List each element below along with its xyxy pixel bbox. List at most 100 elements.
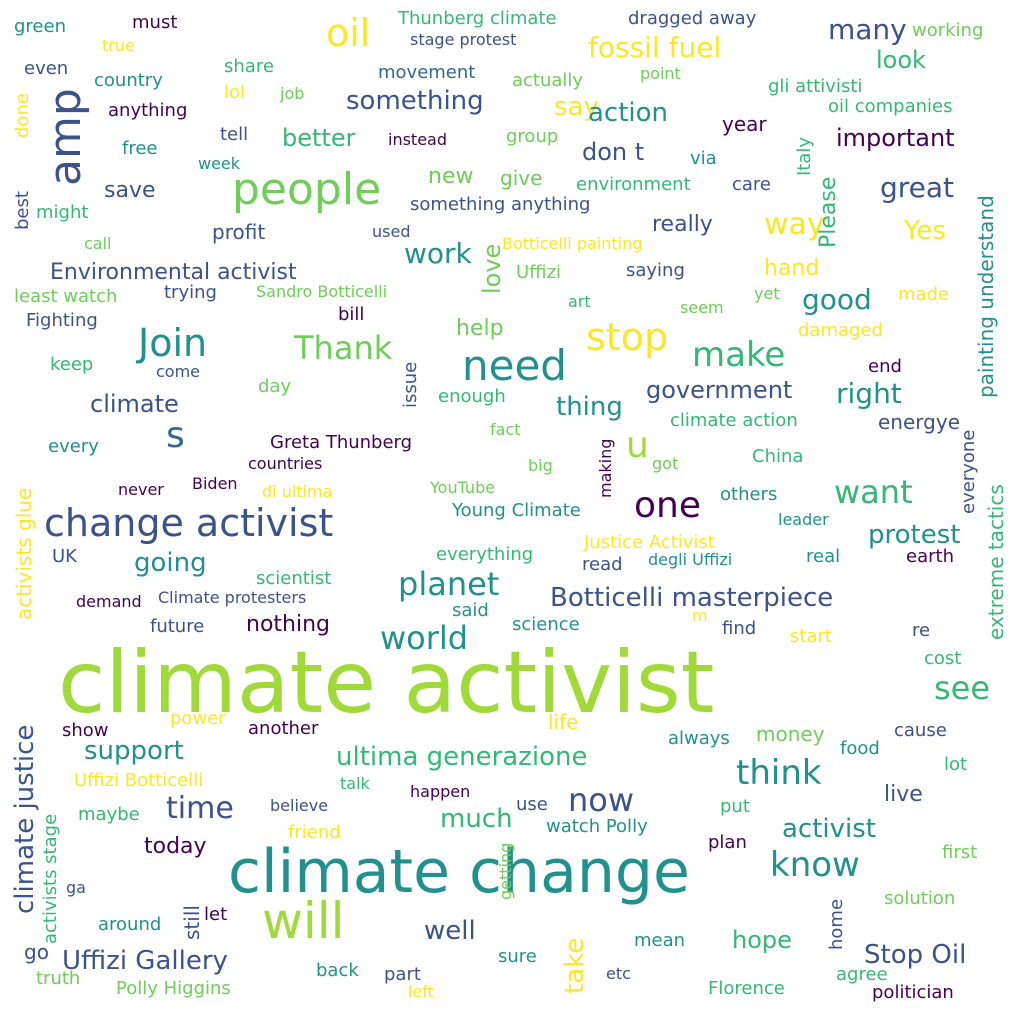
word-mean: mean [634,930,686,951]
word-read: read [582,554,623,575]
word-must: must [132,12,178,33]
word-way: way [764,207,825,242]
word-anything: anything [108,100,188,121]
word-left: left [408,982,434,1001]
word-day: day [258,376,292,397]
word-saying: saying [626,260,685,281]
word-profit: profit [212,220,266,244]
word-something: something [346,86,484,116]
word-happen: happen [410,782,471,801]
word-degli-uffizi: degli Uffizi [648,550,733,569]
word-extreme-tactics: extreme tactics [984,484,1008,640]
word-damaged: damaged [798,320,883,341]
word-see: see [934,669,991,707]
word-demand: demand [76,592,142,611]
word-change-activist: change activist [44,501,334,545]
word-true: true [102,36,135,55]
word-oil: oil [326,11,371,55]
word-m: m [692,606,708,625]
word-painting-understand: painting understand [974,195,998,398]
word-free: free [122,138,158,159]
word-truth: truth [36,968,81,989]
word-amp: amp [40,88,91,186]
word-trying: trying [164,282,217,303]
word-environmental-activist: Environmental activist [50,260,297,285]
word-share: share [224,56,274,77]
word-say: say [554,92,599,122]
word-don-t: don t [582,138,645,166]
word-hope: hope [732,926,792,954]
word-uk: UK [52,546,77,567]
word-want: want [834,473,913,511]
word-every: every [48,436,99,457]
word-even: even [24,58,69,79]
word-stage-protest: stage protest [410,30,517,49]
word-food: food [840,738,880,759]
word-right: right [836,377,902,410]
word-climate: climate [90,390,179,418]
word-lol: lol [224,82,246,103]
word-stop-oil: Stop Oil [864,940,967,970]
word-environment: environment [576,174,691,195]
word-green: green [14,16,66,37]
word-use: use [516,794,548,815]
word-ultima-generazione: ultima generazione [336,742,588,772]
word-florence: Florence [708,978,785,999]
word-maybe: maybe [78,804,140,825]
word-sure: sure [498,946,537,967]
word-need: need [462,341,567,390]
word-something-anything: something anything [410,194,591,215]
word-getting: getting [496,842,515,900]
word-politician: politician [872,982,954,1003]
word-take: take [560,937,590,994]
word-dragged-away: dragged away [628,8,757,29]
word-show: show [62,720,109,741]
word-solution: solution [884,888,956,909]
word-re: re [912,620,931,641]
word-start: start [790,626,832,647]
word-believe: believe [270,796,329,815]
word-thing: thing [556,392,623,422]
word-please: Please [816,176,841,248]
word-activist: activist [782,814,876,844]
word-make: make [692,335,786,375]
word-botticelli-painting: Botticelli painting [502,234,643,253]
word-seem: seem [680,298,724,317]
word-big: big [528,456,553,475]
word-year: year [722,112,767,136]
word-come: come [156,362,201,381]
word-bill: bill [338,304,365,325]
word-uffizi-botticelli: Uffizi Botticelli [74,770,204,791]
word-plan: plan [708,832,747,853]
word-one: one [634,485,701,526]
word-climate-change: climate change [228,837,690,907]
word-others: others [720,484,778,505]
word-government: government [646,376,793,404]
word-got: got [652,454,679,473]
word-gli-attivisti: gli attivisti [768,76,863,97]
word-yes: Yes [904,216,946,246]
word-save: save [104,178,156,203]
word-put: put [720,796,750,817]
word-sandro-botticelli: Sandro Botticelli [256,282,388,301]
word-know: know [770,845,860,885]
word-di-ultima: di ultima [262,482,333,501]
word-movement: movement [378,62,476,83]
word-well: well [424,916,476,946]
word-countries: countries [248,454,323,473]
word-hand: hand [764,256,820,281]
word-life: life [548,710,579,734]
word-activists-stage: activists stage [40,813,61,944]
word-group: group [506,126,559,147]
word-issue: issue [400,361,421,408]
word-tell: tell [220,124,249,145]
word-young-climate: Young Climate [452,500,581,521]
word-scientist: scientist [256,568,332,589]
word-important: important [836,124,955,152]
word-youtube: YouTube [430,478,496,497]
word-energye: energye [878,410,960,434]
word-instead: instead [388,130,447,149]
word-never: never [118,480,164,499]
word-help: help [456,316,504,341]
